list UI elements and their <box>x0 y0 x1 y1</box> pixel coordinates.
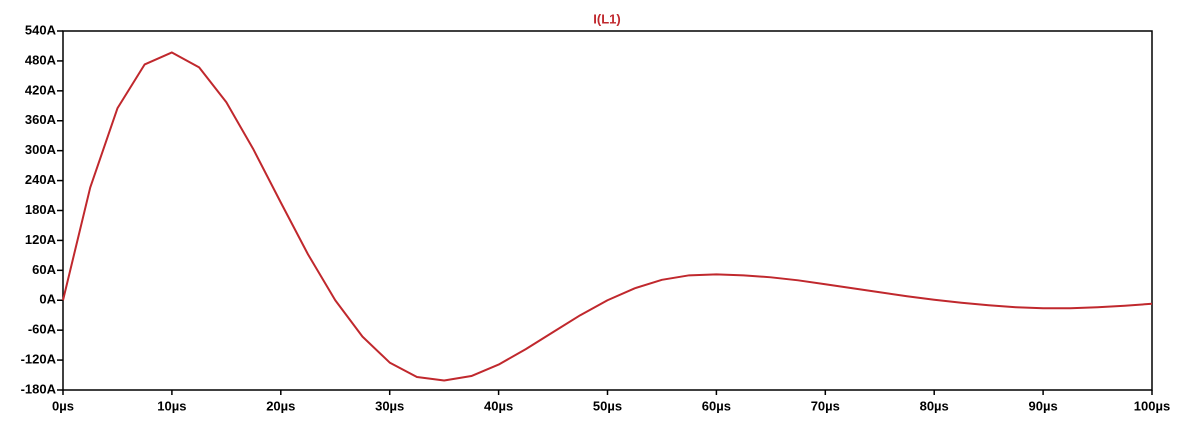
x-tick-label: 0µs <box>52 398 74 413</box>
y-tick-label: 120A <box>25 232 57 247</box>
x-tick-label: 80µs <box>920 398 949 413</box>
y-tick-label: 300A <box>25 142 57 157</box>
y-tick-label: 180A <box>25 202 57 217</box>
y-tick-label: -120A <box>21 352 57 367</box>
line-series <box>62 51 1153 382</box>
x-tick-label: 90µs <box>1029 398 1058 413</box>
x-tick-label: 10µs <box>157 398 186 413</box>
x-tick-label: 30µs <box>375 398 404 413</box>
chart-title: I(L1) <box>593 11 620 26</box>
x-tick-label: 60µs <box>702 398 731 413</box>
y-tick-label: 0A <box>39 292 56 307</box>
y-tick-label: 540A <box>25 22 57 37</box>
y-tick-label: 420A <box>25 82 57 97</box>
x-tick-label: 100µs <box>1134 398 1170 413</box>
y-tick-label: 60A <box>32 262 56 277</box>
y-tick-label: -60A <box>28 322 57 337</box>
y-tick-label: 480A <box>25 52 57 67</box>
x-tick-label: 40µs <box>484 398 513 413</box>
x-tick-label: 20µs <box>266 398 295 413</box>
y-tick-label: 360A <box>25 112 57 127</box>
x-tick-label: 50µs <box>593 398 622 413</box>
plot-frame <box>62 30 1153 391</box>
y-tick-label: 240A <box>25 172 57 187</box>
y-tick-label: -180A <box>21 381 57 396</box>
x-tick-label: 70µs <box>811 398 840 413</box>
